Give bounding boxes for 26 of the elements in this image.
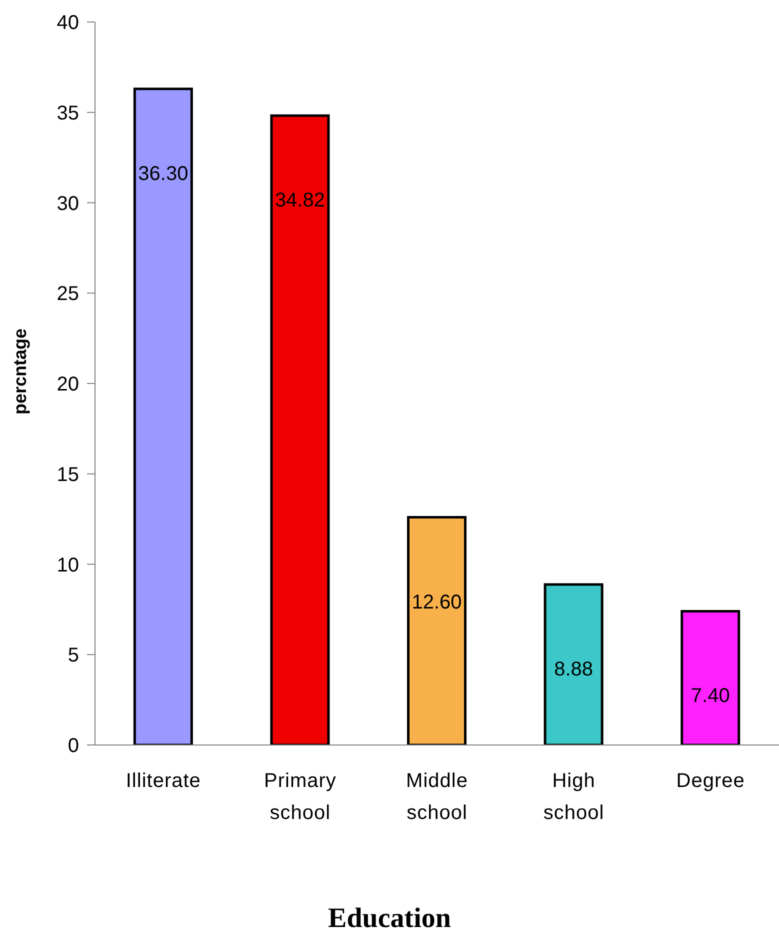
y-tick-label: 10 bbox=[56, 554, 79, 576]
y-tick-label: 35 bbox=[56, 102, 79, 124]
x-tick-label: Degree bbox=[676, 770, 745, 792]
data-label: 36.30 bbox=[138, 162, 188, 185]
y-tick-label: 20 bbox=[56, 374, 79, 396]
y-tick-label: 25 bbox=[56, 283, 79, 306]
y-axis-title: percntage bbox=[10, 328, 30, 415]
x-tick-label: High school bbox=[543, 770, 604, 824]
bar bbox=[133, 88, 193, 745]
x-tick-label: Primary school bbox=[264, 770, 336, 824]
data-label: 34.82 bbox=[274, 190, 326, 212]
data-label: 12.60 bbox=[412, 591, 462, 614]
x-tick-label: Illiterate bbox=[126, 770, 201, 792]
y-tick-label: 40 bbox=[56, 12, 79, 34]
bar bbox=[544, 583, 604, 745]
y-tick-label: 0 bbox=[68, 735, 79, 758]
y-tick-label: 15 bbox=[56, 464, 79, 486]
bar bbox=[270, 114, 330, 745]
x-axis-title: Education bbox=[328, 903, 451, 934]
data-label: 7.40 bbox=[690, 685, 730, 708]
y-tick-label: 5 bbox=[68, 644, 79, 667]
x-tick-label: Middle school bbox=[406, 770, 468, 824]
bar bbox=[407, 516, 467, 745]
data-label: 8.88 bbox=[554, 658, 594, 680]
bar bbox=[680, 610, 740, 745]
y-tick-label: 30 bbox=[56, 192, 79, 215]
